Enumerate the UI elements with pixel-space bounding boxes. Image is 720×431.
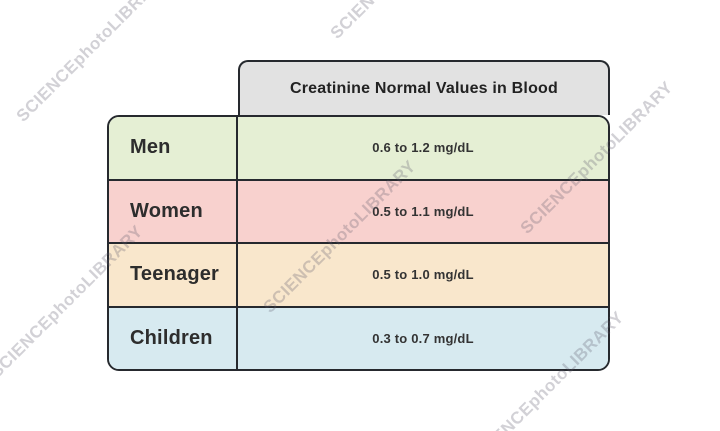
page-title: Creatinine Normal Values in Blood (290, 79, 558, 97)
row-value: 0.5 to 1.1 mg/dL (372, 203, 474, 219)
watermark-text: SCIENCEphotoLIBRARY (327, 0, 488, 43)
values-table: Men 0.6 to 1.2 mg/dL Women 0.5 to 1.1 mg… (107, 115, 610, 371)
table-row: Children 0.3 to 0.7 mg/dL (109, 305, 608, 369)
row-value: 0.5 to 1.0 mg/dL (372, 267, 474, 283)
table-row: Men 0.6 to 1.2 mg/dL (109, 117, 608, 179)
table-row: Women 0.5 to 1.1 mg/dL (109, 178, 608, 242)
row-value: 0.6 to 1.2 mg/dL (372, 140, 474, 156)
watermark-text: SCIENCEphotoLIBRARY (12, 0, 173, 126)
row-label: Women (109, 180, 238, 242)
row-label: Children (109, 307, 238, 369)
table-row: Teenager 0.5 to 1.0 mg/dL (109, 242, 608, 306)
row-label: Men (109, 117, 238, 179)
row-value: 0.3 to 0.7 mg/dL (372, 330, 474, 346)
row-label: Teenager (109, 244, 238, 306)
table-header: Creatinine Normal Values in Blood (238, 60, 610, 115)
